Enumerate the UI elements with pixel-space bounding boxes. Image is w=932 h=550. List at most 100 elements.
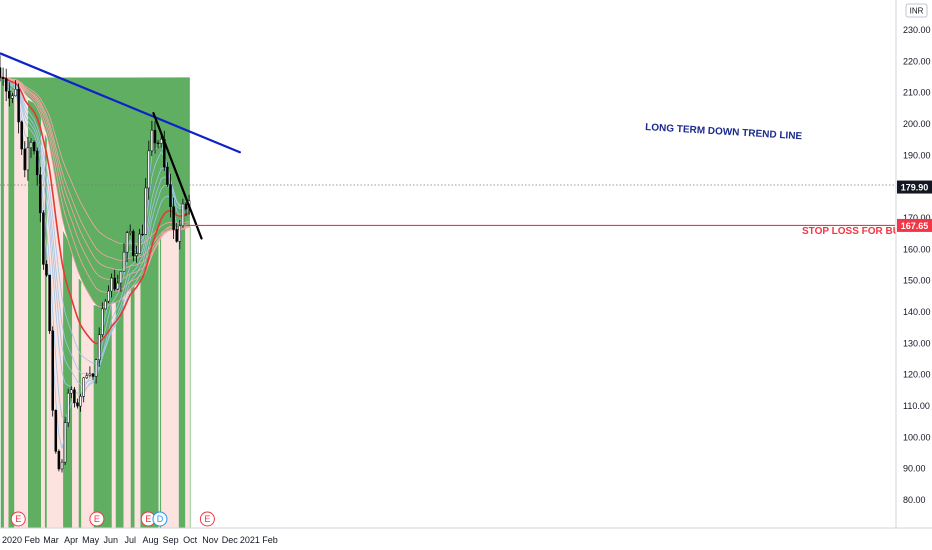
currency-label: INR: [910, 7, 924, 16]
candle-body: [125, 232, 129, 253]
time-tick-label: Feb: [24, 535, 40, 545]
ema-line: [0, 77, 190, 395]
price-tick-label: 150.00: [903, 276, 931, 286]
candle-body: [172, 206, 175, 230]
currency-badge[interactable]: [905, 3, 928, 18]
price-tick-label: 80.00: [903, 495, 926, 505]
bear-band: [123, 240, 134, 528]
bull-band: [159, 233, 165, 528]
time-tick-label: 2020: [2, 535, 22, 545]
ema-line: [0, 77, 190, 385]
long-term-trend-annotation: LONG TERM DOWN TREND LINE: [645, 122, 803, 142]
candle-body: [20, 121, 23, 150]
candle-body: [144, 187, 147, 235]
bear-band: [134, 238, 143, 528]
time-tick-label: Oct: [183, 535, 198, 545]
event-badge[interactable]: [10, 511, 26, 527]
last-price-value: 179.90: [901, 183, 929, 193]
bear-band: [185, 204, 190, 529]
moving-average-ribbon: [0, 76, 190, 449]
candle-body: [73, 389, 76, 403]
time-tick-label: Apr: [64, 535, 78, 545]
time-tick-label: Jun: [104, 535, 119, 545]
time-tick-label: Mar: [43, 535, 59, 545]
price-tick-label: 110.00: [903, 401, 930, 411]
bull-band: [178, 228, 186, 528]
candle-body: [0, 67, 2, 78]
time-tick-label: Sep: [163, 535, 179, 545]
bear-band: [161, 154, 180, 528]
trend-regime-bands: [0, 77, 191, 529]
candle-body: [17, 88, 20, 123]
candle-body: [51, 330, 54, 411]
time-tick-label: 2021: [240, 535, 260, 545]
time-tick-label: Feb: [262, 535, 278, 545]
candle-body: [76, 402, 79, 407]
price-tick-label: 210.00: [903, 88, 931, 98]
candle-body: [175, 229, 178, 242]
event-badge-label: E: [204, 514, 210, 524]
bull-band: [140, 237, 162, 528]
ema-line: [0, 77, 190, 375]
candle-body: [26, 147, 30, 171]
candle-body: [11, 95, 14, 99]
price-tick-label: 160.00: [903, 244, 931, 254]
candle-body: [147, 150, 151, 189]
candle-body: [45, 264, 48, 276]
ema-line: [0, 77, 190, 364]
bull-band: [8, 79, 16, 529]
stop-loss-price-label: [897, 218, 932, 232]
candle-body: [110, 277, 113, 292]
ema-line: [0, 77, 190, 293]
bear-band: [14, 79, 31, 529]
candle-body: [169, 184, 172, 207]
candle-body: [94, 359, 98, 377]
candle-body: [97, 334, 101, 361]
candle-body: [113, 277, 116, 290]
ema-line: [0, 77, 190, 271]
price-tick-label: 140.00: [903, 307, 931, 317]
candle-body: [184, 203, 188, 210]
event-badge[interactable]: [199, 511, 215, 527]
long-term-down-trend-line: [0, 52, 241, 154]
candle-body: [107, 290, 110, 302]
price-tick-label: 90.00: [903, 464, 926, 474]
ema-line: [0, 77, 190, 261]
candle-body: [166, 166, 169, 185]
candle-body: [8, 90, 11, 99]
candle-body: [66, 392, 70, 423]
candle-body: [42, 212, 45, 265]
candle-body: [138, 233, 141, 254]
price-tick-label: 220.00: [903, 56, 931, 66]
candle-body: [88, 373, 92, 376]
bull-band: [115, 296, 124, 528]
candle-body: [82, 377, 85, 397]
last-price-label: [897, 180, 932, 194]
candle-body: [91, 373, 95, 377]
bull-band: [130, 284, 137, 528]
event-badge-label: E: [145, 514, 151, 524]
candle-body: [153, 129, 157, 144]
candle-body: [23, 148, 27, 171]
price-axis[interactable]: [896, 0, 932, 550]
candle-body: [116, 282, 120, 290]
candle-body: [79, 396, 82, 407]
price-tick-label: 190.00: [903, 150, 931, 160]
event-badge[interactable]: [152, 511, 168, 527]
candle-body: [150, 129, 154, 152]
time-tick-label: Jul: [125, 535, 137, 545]
price-tick-label: 170.00: [903, 213, 931, 223]
time-tick-label: Nov: [202, 535, 219, 545]
ema-line: [0, 76, 190, 345]
price-tick-label: 100.00: [903, 432, 931, 442]
candle-body: [122, 251, 126, 272]
trend-lines: [0, 52, 241, 240]
candle-body: [132, 231, 135, 256]
candle-body: [39, 174, 42, 214]
candle-body: [85, 375, 89, 379]
price-tick-label: 200.00: [903, 119, 931, 129]
event-badge[interactable]: [89, 511, 105, 527]
event-badge-label: E: [15, 514, 21, 524]
